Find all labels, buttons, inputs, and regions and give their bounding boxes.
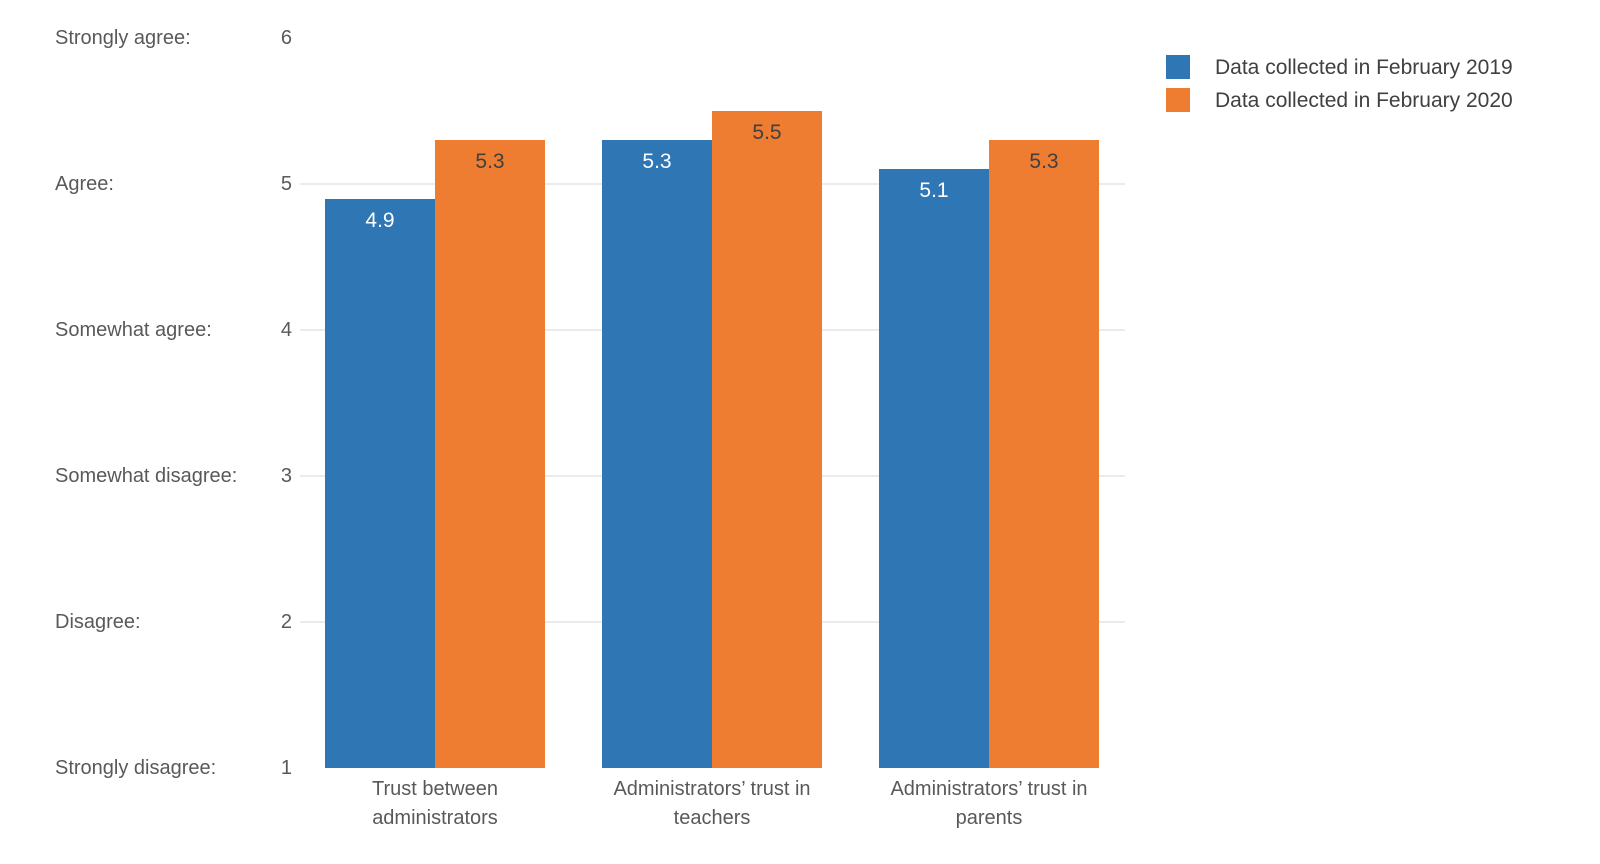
bar-value-label: 5.3 [1029, 150, 1059, 174]
category-label: Administrators’ trust in parents [890, 778, 1088, 829]
bar-group-administrators-trust-in-teachers: 5.3 5.5 Administrators’ trust in teacher… [602, 38, 822, 829]
axis-tick-number: 1 [280, 757, 292, 779]
bar-group-administrators-trust-in-parents: 5.1 5.3 Administrators’ trust in parents [879, 38, 1099, 829]
category-label: Trust between administrators [372, 778, 498, 829]
axis-tick-6: Strongly agree: 6 [55, 28, 292, 48]
bar-value-label: 5.5 [752, 121, 782, 144]
axis-tick-label: Agree: [55, 173, 114, 195]
axis-tick-number: 5 [280, 173, 292, 195]
axis-tick-1: Strongly disagree: 1 [55, 758, 292, 778]
bar-value-label: 5.1 [919, 179, 949, 203]
axis-tick-number: 2 [280, 611, 292, 633]
bar-2020: 5.3 [989, 140, 1099, 768]
legend-label: Data collected in February 2020 [1215, 88, 1513, 112]
legend: Data collected in February 2019 Data col… [1166, 55, 1513, 121]
bar-2019: 4.9 [325, 198, 435, 768]
axis-tick-5: Agree: 5 [55, 174, 292, 194]
bar-value-label: 5.3 [642, 150, 672, 174]
legend-swatch-2019 [1166, 55, 1190, 79]
axis-tick-label: Disagree: [55, 611, 141, 633]
bar-2020: 5.3 [435, 140, 545, 768]
bar-group-trust-between-administrators: 4.9 5.3 Trust between administrators [325, 38, 545, 829]
legend-item-2019: Data collected in February 2019 [1166, 55, 1513, 79]
bar-value-label: 4.9 [365, 208, 395, 232]
bar-2019: 5.3 [602, 140, 712, 768]
bar-2019: 5.1 [879, 169, 989, 768]
axis-tick-4: Somewhat agree: 4 [55, 320, 292, 340]
bar-value-label: 5.3 [475, 150, 505, 174]
bar-2020: 5.5 [712, 111, 822, 768]
axis-tick-label: Strongly disagree: [55, 757, 217, 779]
axis-tick-number: 4 [280, 319, 292, 341]
legend-swatch-2020 [1166, 88, 1190, 112]
axis-tick-label: Strongly agree: [55, 27, 191, 49]
axis-tick-number: 3 [280, 465, 292, 487]
axis-tick-3: Somewhat disagree: 3 [55, 466, 292, 486]
axis-tick-number: 6 [280, 27, 292, 49]
axis-tick-2: Disagree: 2 [55, 612, 292, 632]
axis-tick-label: Somewhat agree: [55, 319, 212, 341]
plot-area: 4.9 5.3 Trust between administrators 5.3… [300, 38, 1125, 829]
category-label: Administrators’ trust in teachers [613, 778, 811, 829]
legend-item-2020: Data collected in February 2020 [1166, 88, 1513, 112]
axis-tick-label: Somewhat disagree: [55, 465, 238, 487]
legend-label: Data collected in February 2019 [1215, 55, 1513, 79]
